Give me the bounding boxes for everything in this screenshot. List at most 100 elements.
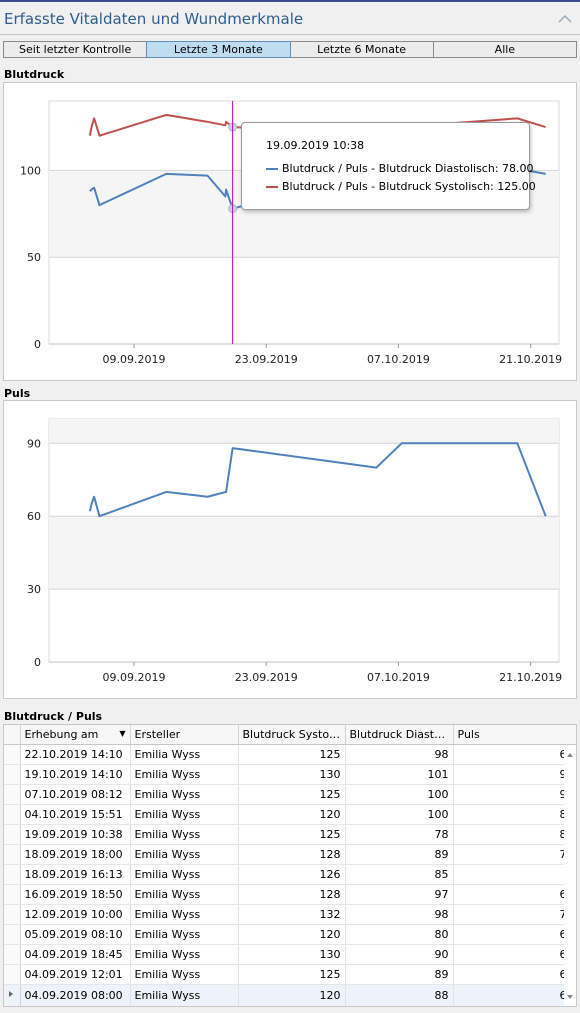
column-header-diastolisch[interactable]: Blutdruck Diastolis... [345, 725, 454, 745]
scroll-down-icon[interactable] [567, 995, 573, 999]
column-header-label: Erhebung am [24, 728, 99, 741]
cell-ersteller: Emilia Wyss [130, 804, 239, 825]
cell-erhebung: 05.09.2019 08:10 [20, 924, 131, 945]
cell-puls [453, 864, 576, 885]
grid-band [49, 419, 559, 444]
series-line[interactable] [88, 442, 547, 518]
cell-puls: 90 [453, 784, 576, 805]
cell-puls: 88 [453, 824, 576, 845]
row-indicator-header [4, 725, 21, 745]
cell-systolisch: 125 [238, 824, 346, 845]
scroll-up-icon[interactable] [567, 753, 573, 757]
row-indicator [4, 744, 21, 765]
table-row[interactable]: 18.09.2019 16:13 Emilia Wyss 126 85 [4, 864, 576, 885]
y-tick-label: 0 [34, 338, 41, 351]
tooltip-row-text: Blutdruck / Puls - Blutdruck Diastolisch… [282, 162, 534, 175]
x-tick-label: 23.09.2019 [235, 353, 298, 366]
cell-systolisch: 125 [238, 964, 346, 985]
bp-chart-panel[interactable]: 0 50 100 09.09.2019 23.09.2019 07.10.2019 21.1… [3, 82, 577, 381]
table-section-label: Blutdruck / Puls [4, 710, 103, 723]
cell-diastolisch: 98 [345, 744, 454, 765]
cell-puls: 62 [453, 984, 576, 1006]
pulse-chart[interactable]: 0 30 60 90 09.09.2019 23.09.2019 07.10.2019 21.… [4, 401, 576, 698]
table-scrollbar[interactable] [564, 745, 576, 1006]
column-header-puls[interactable]: Puls [453, 725, 576, 745]
y-tick-label: 0 [34, 656, 41, 669]
row-indicator [4, 844, 21, 865]
tooltip-row-systolic: Blutdruck / Puls - Blutdruck Systolisch:… [266, 180, 536, 193]
row-indicator [4, 804, 21, 825]
cell-ersteller: Emilia Wyss [130, 884, 239, 905]
cell-systolisch: 126 [238, 864, 346, 885]
cell-systolisch: 130 [238, 944, 346, 965]
pulse-chart-panel[interactable]: 0 30 60 90 09.09.2019 23.09.2019 07.10.2019 21.… [3, 400, 577, 699]
tooltip-timestamp: 19.09.2019 10:38 [266, 139, 365, 152]
column-header-systolisch[interactable]: Blutdruck Systolisch [238, 725, 346, 745]
cell-erhebung: 07.10.2019 08:12 [20, 784, 131, 805]
cell-diastolisch: 97 [345, 884, 454, 905]
cell-systolisch: 128 [238, 844, 346, 865]
chart-tooltip: 19.09.2019 10:38 Blutdruck / Puls - Blut… [241, 122, 536, 210]
cell-ersteller: Emilia Wyss [130, 864, 239, 885]
x-tick-label: 09.09.2019 [103, 353, 166, 366]
tab-seit-letzter-kontrolle[interactable]: Seit letzter Kontrolle [3, 41, 148, 58]
chevron-up-icon[interactable] [558, 14, 572, 24]
y-tick-label: 50 [27, 251, 41, 264]
cell-diastolisch: 100 [345, 784, 454, 805]
tab-alle[interactable]: Alle [432, 41, 577, 58]
x-tick-label: 07.10.2019 [367, 671, 430, 684]
cell-puls: 65 [453, 964, 576, 985]
x-tick-label: 21.10.2019 [499, 671, 562, 684]
tab-letzte-3-monate[interactable]: Letzte 3 Monate [146, 41, 291, 58]
x-tick-label: 09.09.2019 [103, 671, 166, 684]
column-header-ersteller[interactable]: Ersteller [130, 725, 239, 745]
cell-puls: 60 [453, 744, 576, 765]
cell-diastolisch: 80 [345, 924, 454, 945]
cell-erhebung: 04.09.2019 18:45 [20, 944, 131, 965]
cell-diastolisch: 78 [345, 824, 454, 845]
x-tick-label: 23.09.2019 [235, 671, 298, 684]
cell-diastolisch: 98 [345, 904, 454, 925]
cell-puls: 68 [453, 884, 576, 905]
cell-diastolisch: 89 [345, 964, 454, 985]
column-header-erhebung[interactable]: Erhebung am ▼ [20, 725, 131, 745]
row-indicator [4, 824, 21, 845]
cell-ersteller: Emilia Wyss [130, 844, 239, 865]
cell-ersteller: Emilia Wyss [130, 924, 239, 945]
cell-systolisch: 130 [238, 764, 346, 785]
y-tick-label: 90 [27, 437, 41, 450]
table-header-row: Erhebung am ▼ Ersteller Blutdruck Systoli… [4, 725, 576, 745]
tab-letzte-6-monate[interactable]: Letzte 6 Monate [289, 41, 434, 58]
cell-erhebung: 18.09.2019 16:13 [20, 864, 131, 885]
y-tick-label: 30 [27, 583, 41, 596]
x-tick-label: 07.10.2019 [367, 353, 430, 366]
bp-section-label: Blutdruck [4, 68, 65, 81]
cell-erhebung: 22.10.2019 14:10 [20, 744, 131, 765]
cell-diastolisch: 85 [345, 864, 454, 885]
cell-systolisch: 128 [238, 884, 346, 905]
cell-erhebung: 19.09.2019 10:38 [20, 824, 131, 845]
cell-systolisch: 132 [238, 904, 346, 925]
x-tick-label: 21.10.2019 [499, 353, 562, 366]
cell-puls: 60 [453, 924, 576, 945]
cell-ersteller: Emilia Wyss [130, 944, 239, 965]
row-pointer-icon [4, 984, 21, 1006]
cell-erhebung: 19.10.2019 14:10 [20, 764, 131, 785]
cell-systolisch: 125 [238, 744, 346, 765]
vitals-table: Erhebung am ▼ Ersteller Blutdruck Systoli… [3, 724, 577, 1007]
cell-erhebung: 18.09.2019 18:00 [20, 844, 131, 865]
cell-diastolisch: 88 [345, 984, 454, 1006]
cell-puls: 80 [453, 804, 576, 825]
